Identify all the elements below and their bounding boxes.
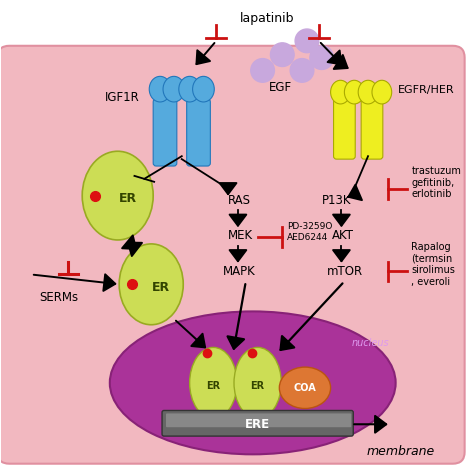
Ellipse shape: [179, 76, 201, 102]
FancyBboxPatch shape: [162, 410, 353, 436]
Ellipse shape: [82, 151, 153, 240]
Ellipse shape: [372, 80, 392, 104]
Text: EGF: EGF: [269, 81, 292, 94]
Ellipse shape: [190, 347, 237, 419]
Text: Rapalog
(termsin
sirolimus
, everoli: Rapalog (termsin sirolimus , everoli: [411, 242, 456, 287]
Ellipse shape: [149, 76, 171, 102]
Text: P13K: P13K: [322, 194, 351, 207]
Ellipse shape: [345, 80, 364, 104]
Text: mTOR: mTOR: [327, 265, 363, 278]
Text: PD-3259O
AED6244: PD-3259O AED6244: [287, 222, 333, 242]
Ellipse shape: [192, 76, 214, 102]
Ellipse shape: [163, 76, 185, 102]
FancyBboxPatch shape: [334, 99, 355, 159]
Ellipse shape: [234, 347, 281, 419]
Text: ERE: ERE: [245, 418, 270, 431]
Text: ER: ER: [152, 281, 170, 294]
Text: MAPK: MAPK: [223, 265, 256, 278]
FancyBboxPatch shape: [166, 413, 351, 427]
Circle shape: [290, 59, 314, 82]
Ellipse shape: [110, 311, 396, 455]
FancyBboxPatch shape: [153, 99, 177, 166]
Ellipse shape: [119, 244, 183, 325]
Circle shape: [310, 46, 334, 70]
Text: MEK: MEK: [228, 228, 253, 242]
Text: membrane: membrane: [367, 446, 435, 458]
Text: COA: COA: [293, 383, 316, 393]
Text: trastuzum
gefitinib,
erlotinib: trastuzum gefitinib, erlotinib: [411, 166, 461, 200]
FancyBboxPatch shape: [361, 99, 383, 159]
Text: SERMs: SERMs: [39, 291, 78, 304]
Circle shape: [251, 59, 274, 82]
Text: RAS: RAS: [228, 194, 251, 207]
Text: IGF1R: IGF1R: [105, 91, 140, 103]
Text: ER: ER: [251, 381, 264, 391]
Text: lapatinib: lapatinib: [240, 12, 295, 25]
Ellipse shape: [358, 80, 378, 104]
Text: nucleus: nucleus: [351, 338, 389, 348]
Text: ER: ER: [206, 381, 220, 391]
FancyBboxPatch shape: [187, 99, 210, 166]
Circle shape: [295, 29, 319, 53]
Text: AKT: AKT: [332, 228, 354, 242]
Text: EGFR/HER: EGFR/HER: [398, 85, 454, 95]
FancyBboxPatch shape: [0, 46, 465, 464]
Text: ER: ER: [118, 192, 137, 205]
Ellipse shape: [279, 367, 330, 409]
Circle shape: [271, 43, 294, 66]
Ellipse shape: [330, 80, 350, 104]
